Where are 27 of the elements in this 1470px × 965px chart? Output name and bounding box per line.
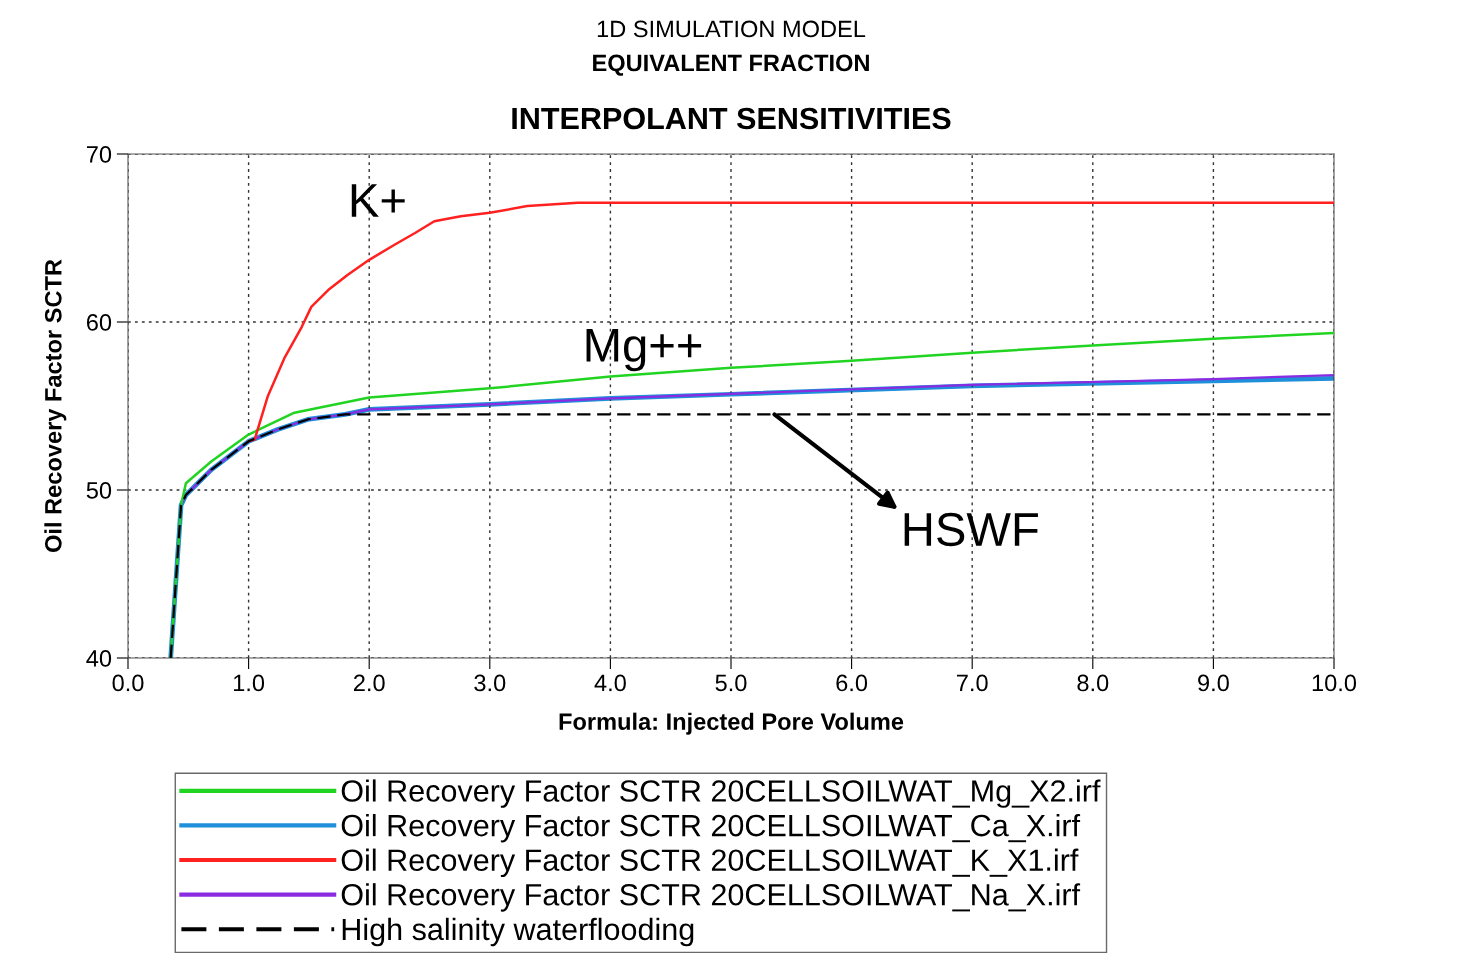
x-tick-label: 10.0 xyxy=(1312,674,1357,692)
x-tick-label: 3.0 xyxy=(474,674,506,692)
annotation: K+ xyxy=(351,184,405,217)
chart-title: INTERPOLANT SENSITIVITIES xyxy=(512,107,951,130)
y-tick-label: 60 xyxy=(86,314,112,331)
x-axis-title: Formula: Injected Pore Volume xyxy=(559,712,904,735)
x-tick-label: 0.0 xyxy=(112,674,144,692)
x-tick-label: 5.0 xyxy=(715,674,747,692)
chart-subtitle: 1D SIMULATION MODEL EQUIVALENT FRACTION xyxy=(593,20,869,76)
x-tick-label: 1.0 xyxy=(233,674,265,692)
annotation: Mg++ xyxy=(586,329,702,372)
legend-label: High salinity waterflooding xyxy=(342,917,694,947)
x-tick-label: 4.0 xyxy=(594,674,626,692)
x-tick-label: 9.0 xyxy=(1198,674,1229,692)
y-tick-label: 70 xyxy=(86,146,112,163)
y-tick-label: 40 xyxy=(86,650,112,667)
legend-label: Oil Recovery Factor SCTR 20CELLSOILWAT_Ca_X.irf xyxy=(341,813,1081,843)
x-tick-label: 7.0 xyxy=(957,674,988,692)
y-axis-title: Oil Recovery Factor SCTR xyxy=(44,259,67,552)
legend-label: Oil Recovery Factor SCTR 20CELLSOILWAT_K_X1.irf xyxy=(341,848,1079,878)
x-tick-label: 8.0 xyxy=(1077,674,1109,692)
x-tick-label: 6.0 xyxy=(836,674,868,692)
annotation: HSWF xyxy=(904,512,1038,547)
x-tick-label: 2.0 xyxy=(353,674,385,692)
legend-label: Oil Recovery Factor SCTR 20CELLSOILWAT_Na_X.irf xyxy=(341,883,1081,912)
legend-label: Oil Recovery Factor SCTR 20CELLSOILWAT_Mg_X2.irf xyxy=(341,779,1101,808)
y-tick-label: 50 xyxy=(86,482,112,499)
